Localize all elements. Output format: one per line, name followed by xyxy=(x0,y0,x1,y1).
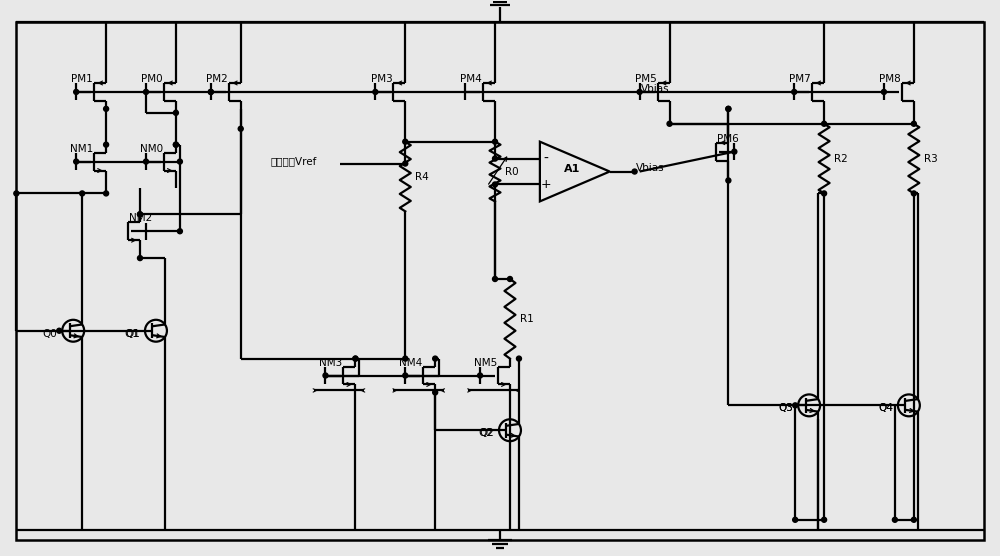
Text: R2: R2 xyxy=(834,153,848,163)
Circle shape xyxy=(403,161,408,166)
Text: PM0: PM0 xyxy=(141,74,163,84)
Circle shape xyxy=(911,191,916,196)
Text: Q2: Q2 xyxy=(479,428,494,438)
Circle shape xyxy=(822,517,827,522)
Circle shape xyxy=(173,110,178,115)
Text: PM4: PM4 xyxy=(460,74,482,84)
Text: R3: R3 xyxy=(924,153,938,163)
Text: Q2: Q2 xyxy=(478,428,493,438)
Circle shape xyxy=(793,517,798,522)
Circle shape xyxy=(822,121,827,126)
Circle shape xyxy=(57,328,62,333)
Circle shape xyxy=(732,149,737,154)
Circle shape xyxy=(353,356,358,361)
Text: Q0: Q0 xyxy=(42,329,57,339)
Circle shape xyxy=(493,182,498,187)
Circle shape xyxy=(493,156,498,161)
Text: Q3: Q3 xyxy=(778,403,793,413)
Text: Vbias: Vbias xyxy=(641,84,669,94)
Circle shape xyxy=(80,191,85,196)
Text: PM7: PM7 xyxy=(789,74,811,84)
Circle shape xyxy=(177,229,182,234)
Circle shape xyxy=(173,142,178,147)
Circle shape xyxy=(14,191,19,196)
Circle shape xyxy=(793,403,798,408)
Circle shape xyxy=(104,142,109,147)
Circle shape xyxy=(493,139,498,144)
Text: NM1: NM1 xyxy=(70,143,93,153)
Text: PM5: PM5 xyxy=(635,74,657,84)
Circle shape xyxy=(433,390,438,395)
Text: Q4: Q4 xyxy=(878,403,893,413)
Text: NM0: NM0 xyxy=(140,143,163,153)
Text: Vbias: Vbias xyxy=(636,162,664,172)
Text: PM1: PM1 xyxy=(71,74,93,84)
Circle shape xyxy=(792,90,797,95)
Circle shape xyxy=(632,169,637,174)
Circle shape xyxy=(104,106,109,111)
Circle shape xyxy=(353,356,358,361)
Circle shape xyxy=(493,276,498,281)
Circle shape xyxy=(726,106,731,111)
Text: A1: A1 xyxy=(564,163,580,173)
Circle shape xyxy=(138,212,142,217)
Text: R0: R0 xyxy=(505,167,519,177)
Text: PM6: PM6 xyxy=(717,133,739,143)
Circle shape xyxy=(478,373,483,378)
Circle shape xyxy=(822,191,827,196)
Circle shape xyxy=(177,159,182,164)
Circle shape xyxy=(726,106,731,111)
Text: NM4: NM4 xyxy=(399,358,422,368)
Circle shape xyxy=(208,90,213,95)
Text: Q4: Q4 xyxy=(878,403,893,413)
Circle shape xyxy=(403,356,408,361)
Text: NM5: NM5 xyxy=(474,358,497,368)
Circle shape xyxy=(143,159,148,164)
Circle shape xyxy=(911,121,916,126)
Circle shape xyxy=(104,191,109,196)
Text: Q3: Q3 xyxy=(778,403,793,413)
Text: Q1: Q1 xyxy=(125,329,140,339)
Text: -: - xyxy=(543,152,548,166)
Text: NM2: NM2 xyxy=(129,214,152,224)
Circle shape xyxy=(373,90,378,95)
Text: 输出电压Vref: 输出电压Vref xyxy=(271,157,317,167)
Circle shape xyxy=(507,276,512,281)
Circle shape xyxy=(403,373,408,378)
Circle shape xyxy=(881,90,886,95)
Text: R1: R1 xyxy=(520,314,534,324)
Text: Q1: Q1 xyxy=(124,329,139,339)
Circle shape xyxy=(143,90,148,95)
Circle shape xyxy=(173,142,178,147)
Text: PM8: PM8 xyxy=(879,74,901,84)
Circle shape xyxy=(74,90,79,95)
Circle shape xyxy=(892,517,897,522)
Circle shape xyxy=(637,90,642,95)
Text: PM3: PM3 xyxy=(371,74,392,84)
Circle shape xyxy=(138,212,142,217)
Circle shape xyxy=(433,356,438,361)
Text: +: + xyxy=(541,178,551,191)
Circle shape xyxy=(323,373,328,378)
Circle shape xyxy=(403,139,408,144)
Circle shape xyxy=(667,121,672,126)
Circle shape xyxy=(726,178,731,183)
Text: PM2: PM2 xyxy=(206,74,228,84)
Text: R4: R4 xyxy=(415,171,429,181)
Circle shape xyxy=(911,517,916,522)
Circle shape xyxy=(516,356,521,361)
Text: NM3: NM3 xyxy=(319,358,342,368)
Circle shape xyxy=(138,256,142,261)
Circle shape xyxy=(238,126,243,131)
Circle shape xyxy=(74,159,79,164)
Circle shape xyxy=(208,90,213,95)
